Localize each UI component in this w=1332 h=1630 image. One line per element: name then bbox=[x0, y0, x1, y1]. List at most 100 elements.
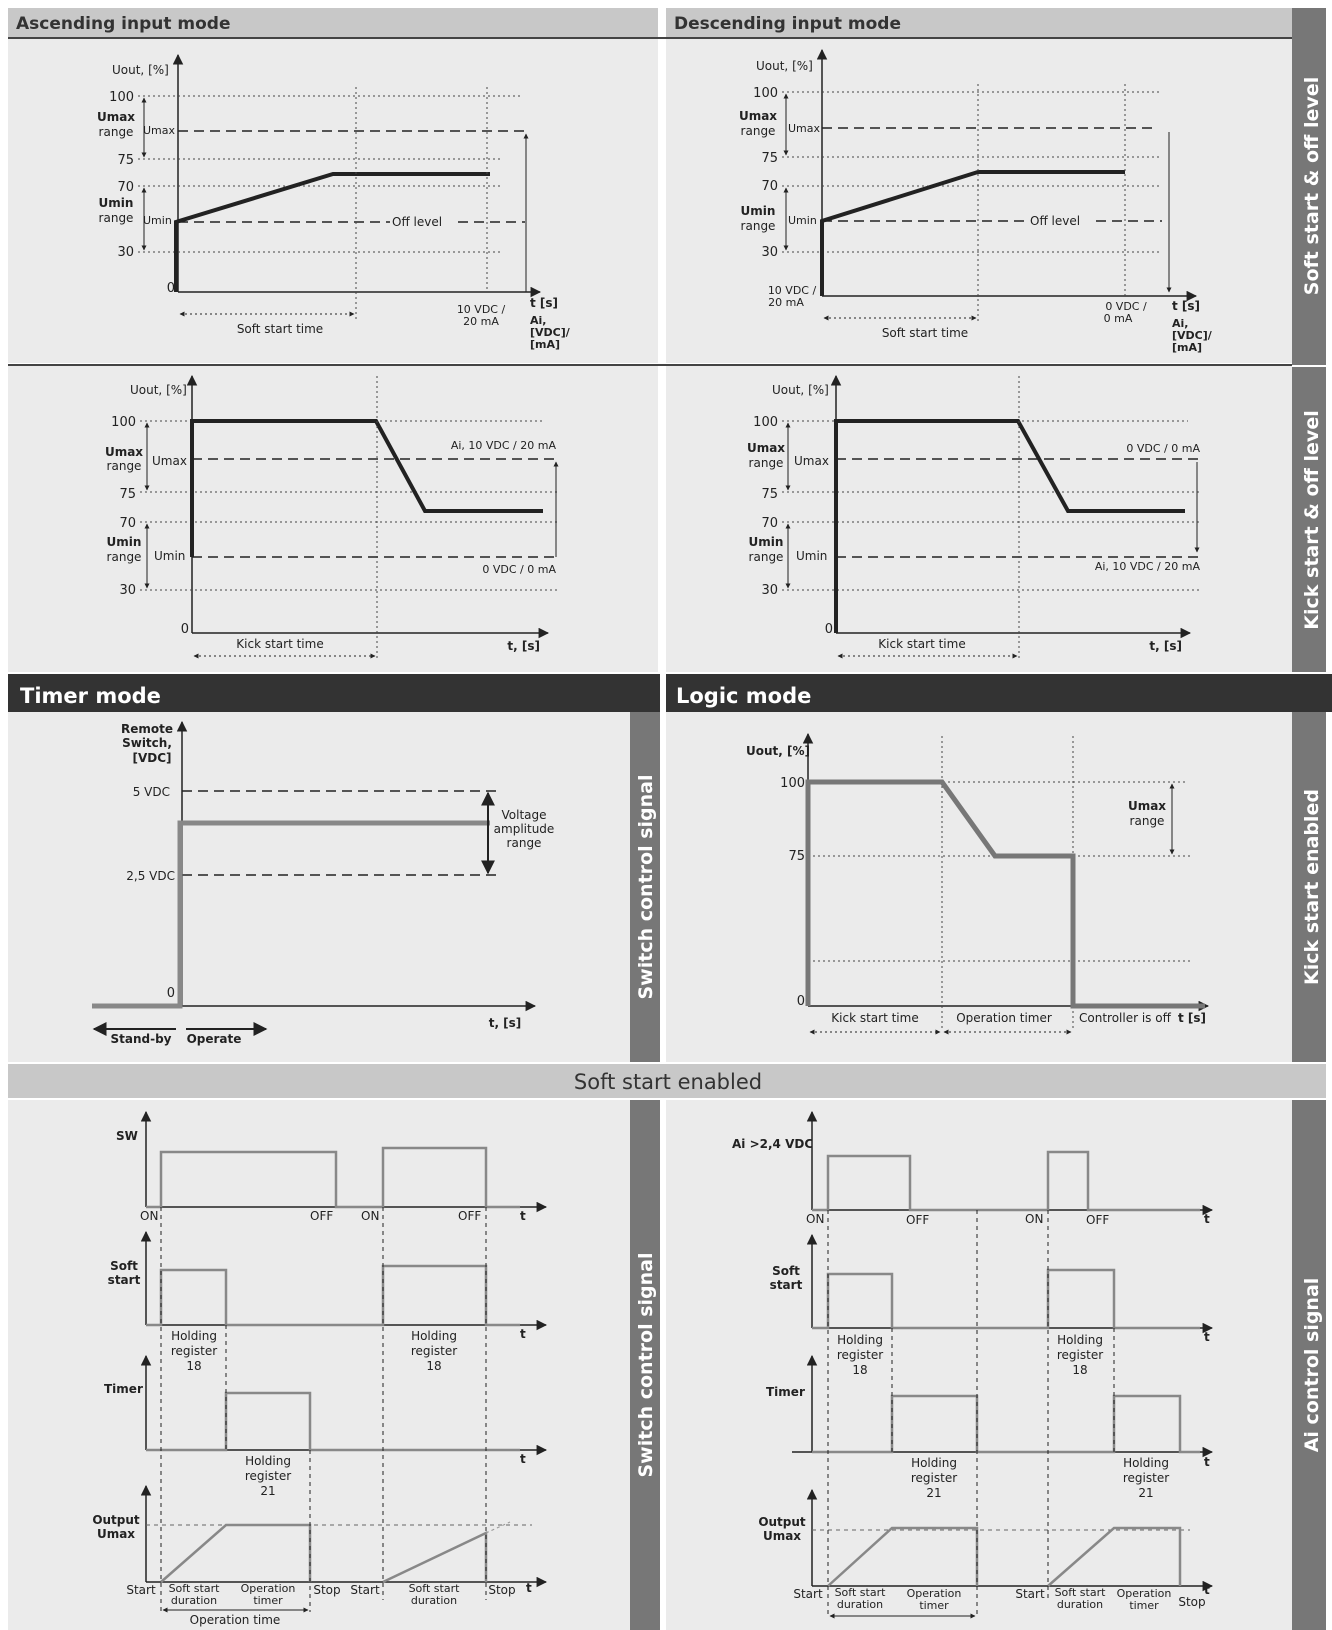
umax-range-2: range bbox=[741, 124, 776, 138]
chart-logic-mode: Uout, [%] 100 75 0 Umax range Kick start… bbox=[746, 732, 1210, 1035]
panel-timer bbox=[8, 712, 630, 1062]
start-1: Start bbox=[126, 1583, 156, 1597]
chart-soft-enabled-ai: Ai >2,4 VDC ON OFF ON OFF t Soft start t… bbox=[732, 1110, 1214, 1619]
umax-range-2: range bbox=[107, 459, 142, 473]
ai-t: t bbox=[1204, 1212, 1210, 1226]
soft-start-time: Soft start time bbox=[237, 322, 323, 336]
sw-on-1: ON bbox=[140, 1209, 158, 1223]
t-axis: t, [s] bbox=[507, 639, 540, 653]
header-ascending: Ascending input mode bbox=[16, 14, 231, 34]
t-axis: t, [s] bbox=[1149, 639, 1182, 653]
side-kick-enabled: Kick start enabled bbox=[1301, 789, 1323, 985]
t-axis: t [s] bbox=[1172, 299, 1200, 313]
kick-start-time: Kick start time bbox=[236, 637, 323, 651]
umax-label: Umax bbox=[788, 122, 821, 135]
ssd-1-1: Soft start bbox=[169, 1582, 221, 1595]
hr18-a-3: 18 bbox=[186, 1359, 201, 1373]
soft-label-2: start bbox=[108, 1273, 141, 1287]
hr18-a-2: register bbox=[171, 1344, 217, 1358]
voltage-range-2: amplitude bbox=[494, 822, 555, 836]
stop: Stop bbox=[1178, 1595, 1205, 1609]
t-axis: t [s] bbox=[530, 296, 558, 310]
start-1: Start bbox=[793, 1587, 823, 1601]
desc-start-2: 20 mA bbox=[768, 296, 804, 309]
hr21-1: Holding bbox=[245, 1454, 291, 1468]
kick-start-time: Kick start time bbox=[831, 1011, 918, 1025]
hr21-a-1: Holding bbox=[911, 1456, 957, 1470]
umax-range-2: range bbox=[99, 125, 134, 139]
timer-label: Timer bbox=[104, 1382, 143, 1396]
stop-1: Stop bbox=[313, 1583, 340, 1597]
chart-ascending-soft: Uout, [%] 100 75 70 30 0 Umax range Umin… bbox=[97, 53, 571, 351]
zero-label: 0 bbox=[167, 986, 175, 1001]
tick-75: 75 bbox=[761, 151, 778, 166]
side-kick-off: Kick start & off level bbox=[1301, 410, 1323, 629]
hr18-a-1: Holding bbox=[171, 1329, 217, 1343]
kick-start-time: Kick start time bbox=[878, 637, 965, 651]
ai-axis-1: Ai, bbox=[530, 314, 546, 327]
sw-off-1: OFF bbox=[310, 1209, 333, 1223]
ai-axis-2: [VDC]/ bbox=[530, 326, 571, 339]
umin-range-2: range bbox=[107, 550, 142, 564]
umin-label: Umin bbox=[154, 549, 185, 563]
chart-descending-kick: Uout, [%] 100 75 70 30 0 Umax range Umin… bbox=[747, 374, 1200, 660]
tick-100: 100 bbox=[753, 415, 778, 430]
hr18-b-2: register bbox=[411, 1344, 457, 1358]
tick-0: 0 bbox=[167, 281, 175, 296]
soft-label-1: Soft bbox=[110, 1259, 138, 1273]
y-axis-1: Remote bbox=[121, 722, 173, 736]
umax-label: Umax bbox=[143, 124, 176, 137]
asc-end-1: 10 VDC / bbox=[457, 303, 506, 316]
tick-75: 75 bbox=[119, 487, 136, 502]
timer-t: t bbox=[520, 1452, 526, 1466]
panel-ascending-kick bbox=[8, 366, 658, 672]
tick-30: 30 bbox=[761, 583, 778, 598]
tick-0: 0 bbox=[797, 994, 805, 1009]
side-switch-1: Switch control signal bbox=[635, 775, 657, 1000]
tick-100: 100 bbox=[111, 415, 136, 430]
hr18-a-2: register bbox=[837, 1348, 883, 1362]
umin-label: Umin bbox=[143, 214, 172, 227]
hr21-b-3: 21 bbox=[1138, 1486, 1153, 1500]
side-ai-signal: Ai control signal bbox=[1301, 1278, 1323, 1453]
output-label-1: Output bbox=[92, 1513, 140, 1527]
sw-off-2: OFF bbox=[458, 1209, 481, 1223]
side-switch-2: Switch control signal bbox=[635, 1253, 657, 1478]
start-2: Start bbox=[1015, 1587, 1045, 1601]
chart-descending-soft: Uout, [%] 100 75 70 30 Umax range Umin r… bbox=[739, 48, 1213, 354]
umin-label: Umin bbox=[788, 214, 817, 227]
tick-75: 75 bbox=[788, 849, 805, 864]
chart-ascending-kick: Uout, [%] 100 75 70 30 0 Umax range Umin… bbox=[105, 374, 560, 660]
side-soft-off: Soft start & off level bbox=[1301, 77, 1323, 295]
soft-t: t bbox=[520, 1327, 526, 1341]
desc-end-2: 0 mA bbox=[1104, 312, 1133, 325]
umin-range-1: Umin bbox=[99, 196, 134, 210]
panel-soft-left bbox=[8, 1100, 630, 1630]
y-axis-label: Uout, [%] bbox=[130, 383, 187, 397]
ai-axis-2: [VDC]/ bbox=[1172, 329, 1213, 342]
soft-label-1: Soft bbox=[772, 1264, 800, 1278]
umin-range-2: range bbox=[741, 219, 776, 233]
sw-t: t bbox=[520, 1209, 526, 1223]
standby-label: Stand-by bbox=[110, 1032, 171, 1046]
hr18-b-1: Holding bbox=[411, 1329, 457, 1343]
tick-30: 30 bbox=[119, 583, 136, 598]
t-axis: t, [s] bbox=[489, 1016, 522, 1030]
hr21-2: register bbox=[245, 1469, 291, 1483]
timer-label: Timer bbox=[766, 1385, 805, 1399]
sw-on-2: ON bbox=[361, 1209, 379, 1223]
y-axis-label: Uout, [%] bbox=[112, 63, 169, 77]
hr18-b-3: 18 bbox=[426, 1359, 441, 1373]
tick-75: 75 bbox=[761, 487, 778, 502]
ssd-2-2: duration bbox=[1057, 1598, 1103, 1611]
hr21-a-2: register bbox=[911, 1471, 957, 1485]
umax-range-1: Umax bbox=[747, 441, 785, 455]
hr21-a-3: 21 bbox=[926, 1486, 941, 1500]
t-axis: t [s] bbox=[1178, 1011, 1206, 1025]
ssd-1-2: duration bbox=[837, 1598, 883, 1611]
header-timer: Timer mode bbox=[20, 684, 161, 708]
output-label-2: Umax bbox=[763, 1529, 801, 1543]
header-descending: Descending input mode bbox=[674, 14, 901, 34]
